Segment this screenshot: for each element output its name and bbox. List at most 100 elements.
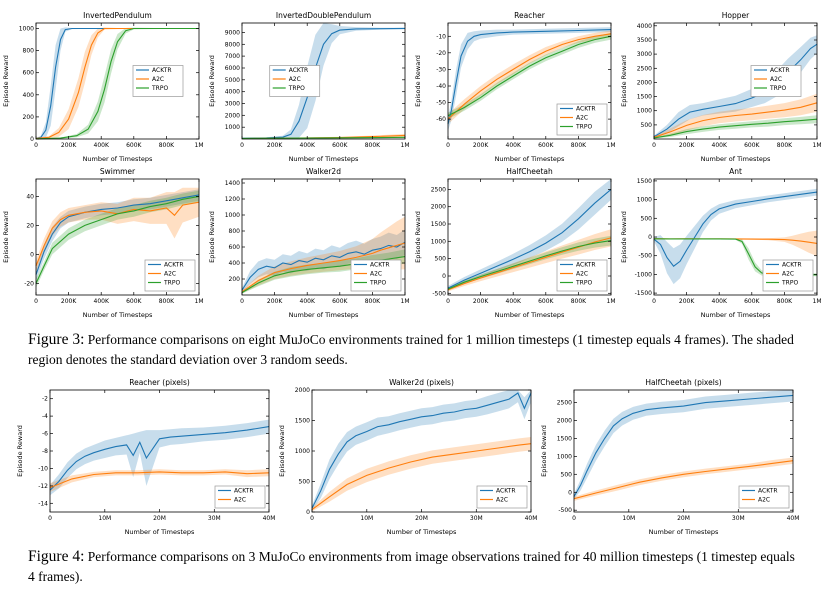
svg-text:1500: 1500: [557, 436, 572, 443]
plot-inverted-double-pendulum: 0 200K 400K 600K 800K 1M 1000 2000 3000 4000 5000 6…: [206, 8, 412, 164]
svg-text:0: 0: [240, 142, 244, 149]
svg-text:200K: 200K: [473, 142, 489, 149]
svg-text:Episode Reward: Episode Reward: [414, 211, 422, 263]
svg-text:400K: 400K: [506, 298, 522, 305]
svg-text:-1000: -1000: [635, 271, 653, 278]
svg-text:-10: -10: [436, 33, 446, 40]
svg-text:ACKTR: ACKTR: [576, 262, 596, 269]
svg-text:-500: -500: [638, 253, 652, 260]
svg-text:200K: 200K: [267, 142, 283, 149]
svg-text:0: 0: [30, 251, 34, 258]
svg-text:500: 500: [299, 479, 311, 486]
svg-text:200K: 200K: [267, 298, 283, 305]
svg-text:1000: 1000: [557, 454, 572, 461]
svg-text:Episode Reward: Episode Reward: [620, 55, 628, 107]
svg-text:2000: 2000: [637, 79, 652, 86]
svg-text:-8: -8: [42, 448, 48, 455]
svg-text:40M: 40M: [525, 515, 538, 522]
svg-text:-2: -2: [42, 396, 48, 403]
plot-inverted-pendulum: 0 200K 400K 600K 800K 1M 0 200 400 600 800 1000 Inve…: [0, 8, 206, 164]
svg-text:40M: 40M: [787, 515, 800, 522]
svg-text:200K: 200K: [61, 298, 77, 305]
svg-text:0: 0: [442, 273, 446, 280]
plot-swimmer: 0 200K 400K 600K 800K 1M -20 0 20 40 Swimmer Number…: [0, 164, 206, 320]
svg-text:40M: 40M: [263, 515, 276, 522]
svg-text:2000: 2000: [431, 204, 446, 211]
svg-text:Ant: Ant: [729, 167, 742, 176]
svg-text:ACKTR: ACKTR: [782, 262, 802, 269]
svg-text:1M: 1M: [401, 298, 410, 305]
svg-text:TRPO: TRPO: [575, 280, 592, 287]
plot-hopper: 0 200K 400K 600K 800K 1M 500 1000 1500 2000 2500 30…: [618, 8, 824, 164]
svg-text:1M: 1M: [195, 142, 204, 149]
svg-text:1000: 1000: [19, 26, 34, 33]
plot-walker2d-pixels: 0 10M 20M 30M 40M 0 500 1000 1500 2000 Walker2d (p…: [276, 375, 538, 537]
plot-walker2d: 0 200K 400K 600K 800K 1M 200 400 600 800 1000 1200 1…: [206, 164, 412, 320]
svg-text:3000: 3000: [225, 101, 240, 108]
svg-text:1500: 1500: [637, 94, 652, 101]
svg-text:TRPO: TRPO: [163, 280, 180, 287]
svg-text:-40: -40: [436, 83, 446, 90]
svg-text:ACKTR: ACKTR: [576, 106, 596, 113]
svg-text:Episode Reward: Episode Reward: [208, 55, 216, 107]
svg-text:20M: 20M: [677, 515, 690, 522]
svg-text:Number of Timesteps: Number of Timesteps: [387, 528, 457, 536]
svg-text:1M: 1M: [607, 142, 616, 149]
svg-text:10M: 10M: [622, 515, 635, 522]
svg-text:400K: 400K: [300, 142, 316, 149]
figure3-label: Figure 3:: [28, 331, 85, 348]
svg-text:1500: 1500: [637, 178, 652, 185]
svg-text:800K: 800K: [159, 298, 175, 305]
svg-text:Episode Reward: Episode Reward: [278, 425, 286, 477]
svg-text:400: 400: [23, 92, 35, 99]
svg-text:800K: 800K: [159, 142, 175, 149]
svg-text:A2C: A2C: [576, 271, 588, 278]
svg-text:-6: -6: [42, 431, 48, 438]
svg-text:400K: 400K: [300, 298, 316, 305]
svg-text:800K: 800K: [571, 298, 587, 305]
svg-text:HalfCheetah: HalfCheetah: [506, 167, 553, 176]
svg-text:600K: 600K: [538, 298, 554, 305]
svg-text:-60: -60: [436, 116, 446, 123]
svg-text:A2C: A2C: [576, 115, 588, 122]
svg-text:800: 800: [229, 228, 241, 235]
svg-text:200K: 200K: [61, 142, 77, 149]
svg-text:20M: 20M: [415, 515, 428, 522]
svg-text:-1500: -1500: [635, 290, 653, 297]
svg-text:200K: 200K: [679, 142, 695, 149]
svg-text:TRPO: TRPO: [769, 85, 786, 92]
svg-text:4000: 4000: [637, 23, 652, 30]
plot-reacher: 0 200K 400K 600K 800K 1M -60 -50 -40 -30 -20 -10 Rea…: [412, 8, 618, 164]
svg-text:8000: 8000: [225, 41, 240, 48]
svg-text:500: 500: [641, 122, 653, 129]
svg-text:-10: -10: [38, 466, 48, 473]
svg-text:Reacher: Reacher: [514, 11, 546, 20]
svg-text:ACKTR: ACKTR: [370, 262, 390, 269]
figure3-caption: Figure 3: Performance comparisons on eig…: [28, 330, 796, 369]
plot-ant: 0 200K 400K 600K 800K 1M -1500 -1000 -500 0 500 100…: [618, 164, 824, 320]
svg-text:-12: -12: [38, 483, 48, 490]
svg-text:600K: 600K: [126, 142, 142, 149]
svg-text:Number of Timesteps: Number of Timesteps: [83, 311, 153, 319]
svg-text:500: 500: [561, 471, 573, 478]
svg-text:TRPO: TRPO: [151, 85, 168, 92]
svg-text:800K: 800K: [777, 298, 793, 305]
svg-text:A2C: A2C: [370, 271, 382, 278]
svg-text:0: 0: [310, 515, 314, 522]
svg-text:3000: 3000: [637, 51, 652, 58]
svg-text:Episode Reward: Episode Reward: [2, 55, 10, 107]
svg-text:0: 0: [652, 142, 656, 149]
svg-text:1500: 1500: [431, 221, 446, 228]
svg-text:Swimmer: Swimmer: [100, 167, 136, 176]
svg-text:600K: 600K: [744, 142, 760, 149]
svg-text:800K: 800K: [571, 142, 587, 149]
svg-text:10M: 10M: [98, 515, 111, 522]
svg-text:ACKTR: ACKTR: [289, 67, 309, 74]
plot-halfcheetah-pixels: 0 10M 20M 30M 40M -500 0 500 1000 1500 2000 2500 Hal…: [538, 375, 800, 537]
svg-text:0: 0: [446, 142, 450, 149]
svg-text:Walker2d (pixels): Walker2d (pixels): [389, 378, 454, 387]
svg-text:500: 500: [641, 215, 653, 222]
svg-text:1000: 1000: [225, 212, 240, 219]
plot-halfcheetah: 0 200K 400K 600K 800K 1M -500 0 500 1000 1500 2000 2…: [412, 164, 618, 320]
svg-text:30M: 30M: [208, 515, 221, 522]
